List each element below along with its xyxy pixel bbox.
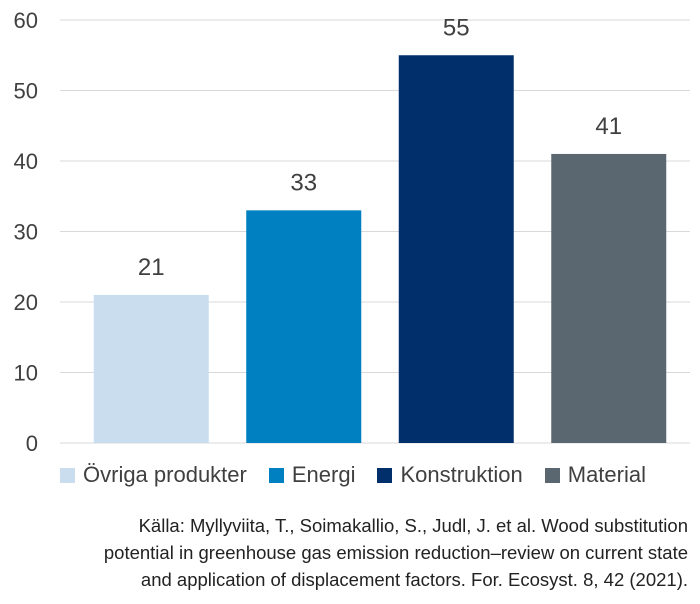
- y-tick-label: 20: [14, 290, 38, 315]
- y-tick-label: 10: [14, 361, 38, 386]
- bar-4: [551, 153, 667, 443]
- source-line-1: Källa: Myllyviita, T., Soimakallio, S., …: [138, 515, 688, 536]
- y-tick-label: 60: [14, 8, 38, 33]
- bar-3: [398, 55, 514, 443]
- y-tick-label: 0: [26, 431, 38, 456]
- bar-value-label: 41: [595, 113, 622, 140]
- legend-swatch: [544, 467, 560, 483]
- source-line-3: and application of displacement factors.…: [140, 569, 688, 590]
- bar-value-label: 33: [290, 169, 317, 196]
- y-axis-ticks: 0 10 20 30 40 50 60: [14, 8, 38, 456]
- legend-swatch: [268, 467, 284, 483]
- legend-item: Övriga produkter: [60, 462, 247, 488]
- legend-label: Övriga produkter: [83, 462, 247, 487]
- y-tick-label: 50: [14, 79, 38, 104]
- legend-label: Material: [567, 462, 646, 487]
- bar-1: [93, 294, 209, 443]
- legend-item: Material: [544, 462, 646, 488]
- legend-swatch: [60, 467, 75, 483]
- source-line-2: potential in greenhouse gas emission red…: [103, 542, 688, 563]
- legend-item: Energi: [268, 462, 356, 488]
- bar-value-label: 21: [138, 254, 165, 281]
- bar-2: [246, 210, 362, 443]
- data-labels: 21 33 55 41: [138, 14, 622, 281]
- bar-value-label: 55: [443, 14, 470, 41]
- source-citation: Källa: Myllyviita, T., Soimakallio, S., …: [8, 512, 688, 593]
- bar-chart: 0 10 20 30 40 50 60 21 33 55 41: [14, 8, 690, 456]
- legend-swatch: [377, 467, 393, 483]
- legend-item: Konstruktion: [377, 462, 523, 488]
- legend-label: Konstruktion: [400, 462, 523, 487]
- y-tick-label: 40: [14, 149, 38, 174]
- legend-label: Energi: [291, 462, 356, 487]
- y-tick-label: 30: [14, 220, 38, 245]
- bars: [93, 55, 667, 443]
- legend: Övriga produkter Energi Konstruktion Materi…: [60, 461, 680, 489]
